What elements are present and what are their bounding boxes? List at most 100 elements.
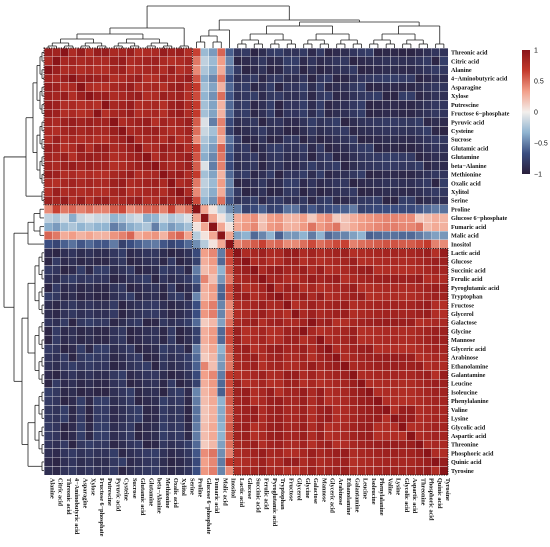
heatmap-cell [282, 117, 292, 127]
heatmap-cell [151, 265, 160, 275]
heatmap-cell [183, 422, 193, 432]
heatmap-cell [118, 187, 127, 197]
heatmap-cell [340, 169, 350, 179]
heatmap-cell [274, 73, 284, 84]
heatmap-cell [241, 108, 251, 118]
heatmap-cell [216, 91, 226, 101]
heatmap-cell [208, 457, 218, 467]
heatmap-cell [307, 274, 317, 284]
heatmap-cell [274, 457, 284, 467]
heatmap-cell [200, 152, 210, 162]
heatmap-cell [266, 256, 276, 267]
heatmap-cell [340, 413, 350, 423]
heatmap-cell [398, 422, 407, 432]
heatmap-cell [43, 169, 53, 179]
heatmap-cell [68, 256, 78, 267]
heatmap-cell [324, 256, 333, 267]
heatmap-cell [60, 195, 69, 206]
heatmap-cell [167, 300, 177, 310]
heatmap-cell [225, 405, 234, 415]
heatmap-cell [299, 47, 309, 57]
heatmap-cell [93, 239, 102, 249]
heatmap-cell [60, 117, 69, 127]
heatmap-cell [101, 47, 111, 57]
heatmap-cell [414, 352, 424, 362]
heatmap-cell [76, 187, 86, 197]
heatmap-cell [200, 248, 210, 258]
heatmap-cell [68, 361, 78, 371]
heatmap-cell [373, 134, 383, 145]
heatmap-cell [423, 152, 432, 162]
heatmap-cell [266, 169, 276, 179]
heatmap-cell [109, 326, 119, 336]
heatmap-cell [340, 195, 350, 206]
heatmap-cell [93, 326, 102, 336]
heatmap-cell [142, 222, 152, 232]
heatmap-cell [274, 344, 284, 354]
heatmap-cell [373, 370, 383, 380]
heatmap-cell [390, 134, 399, 145]
heatmap-cell [85, 352, 94, 362]
heatmap-cell [68, 291, 78, 301]
heatmap-cell [134, 65, 144, 75]
heatmap-cell [68, 466, 78, 476]
heatmap-cell [68, 108, 78, 118]
heatmap-cell [85, 161, 94, 171]
heatmap-cell [134, 344, 144, 354]
heatmap-cell [241, 422, 251, 432]
heatmap-cell [381, 47, 391, 57]
heatmap-cell [332, 91, 342, 101]
heatmap-cell [233, 134, 243, 145]
heatmap-cell [151, 378, 160, 389]
heatmap-cell [299, 274, 309, 284]
heatmap-cell [134, 187, 144, 197]
heatmap-cell [315, 300, 325, 310]
heatmap-cell [414, 396, 424, 406]
heatmap-cell [134, 448, 144, 458]
heatmap-cell [258, 413, 267, 423]
heatmap-cell [208, 396, 218, 406]
heatmap-cell [225, 326, 234, 336]
heatmap-cell [118, 82, 127, 92]
heatmap-cell [249, 91, 259, 101]
heatmap-cell [365, 73, 375, 84]
heatmap-cell [208, 439, 218, 450]
heatmap-cell [167, 178, 177, 188]
heatmap-cell [241, 387, 251, 397]
heatmap-cell [126, 405, 135, 415]
heatmap-cell [258, 126, 267, 136]
heatmap-cell [332, 56, 342, 66]
heatmap-cell [76, 195, 86, 206]
heatmap-cell [357, 195, 366, 206]
heatmap-cell [175, 82, 185, 92]
heatmap-cell [381, 152, 391, 162]
heatmap-cell [348, 56, 358, 66]
heatmap-cell [216, 439, 226, 450]
heatmap-cell [274, 352, 284, 362]
heatmap-cell [414, 213, 424, 223]
heatmap-cell [340, 352, 350, 362]
heatmap-cell [126, 352, 135, 362]
heatmap-cell [439, 230, 449, 240]
column-label: Succinic acid [254, 478, 261, 513]
heatmap-cell [151, 448, 160, 458]
heatmap-cell [76, 370, 86, 380]
heatmap-cell [315, 117, 325, 127]
heatmap-cell [357, 431, 366, 441]
heatmap-cell [274, 152, 284, 162]
heatmap-cell [241, 326, 251, 336]
heatmap-cell [249, 326, 259, 336]
heatmap-cell [357, 117, 366, 127]
heatmap-cell [126, 439, 135, 450]
heatmap-cell [192, 335, 201, 345]
heatmap-cell [167, 161, 177, 171]
heatmap-cell [225, 117, 234, 127]
heatmap-cell [324, 73, 333, 84]
row-label: Malic acid [451, 233, 479, 240]
heatmap-cell [142, 378, 152, 389]
heatmap-cell [142, 152, 152, 162]
heatmap-cell [159, 396, 168, 406]
heatmap-cell [406, 187, 416, 197]
heatmap-cell [381, 169, 391, 179]
heatmap-cell [324, 431, 333, 441]
